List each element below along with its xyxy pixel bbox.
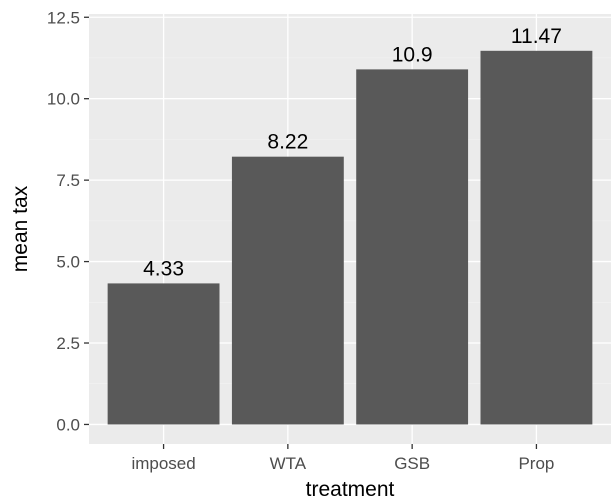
bars	[107, 50, 593, 425]
axes: 0.0 2.5 5.0 7.5 10.0 12.5 imposed WTA GSB Prop	[47, 8, 554, 473]
y-tick-label: 0.0	[56, 415, 80, 434]
data-label-Prop: 11.47	[511, 25, 562, 48]
data-label-WTA: 8.22	[267, 131, 308, 154]
y-axis-title: mean tax	[9, 185, 32, 272]
bar-Prop	[480, 50, 593, 425]
bar-imposed	[107, 283, 220, 425]
y-tick-label: 7.5	[56, 171, 80, 190]
y-tick-label: 5.0	[56, 253, 80, 272]
bar-GSB	[356, 69, 469, 425]
y-tick-label: 10.0	[47, 90, 80, 109]
x-axis-title: treatment	[306, 478, 395, 498]
x-tick-label: imposed	[131, 454, 195, 473]
x-tick-label: WTA	[270, 454, 307, 473]
y-tick-label: 2.5	[56, 334, 80, 353]
bar-WTA	[231, 156, 344, 425]
data-label-imposed: 4.33	[143, 257, 184, 280]
y-tick-label: 12.5	[47, 8, 80, 27]
data-labels: 4.33 8.22 10.9 11.47	[143, 25, 562, 281]
x-tick-label: Prop	[518, 454, 554, 473]
data-label-GSB: 10.9	[392, 43, 433, 66]
x-tick-label: GSB	[394, 454, 430, 473]
